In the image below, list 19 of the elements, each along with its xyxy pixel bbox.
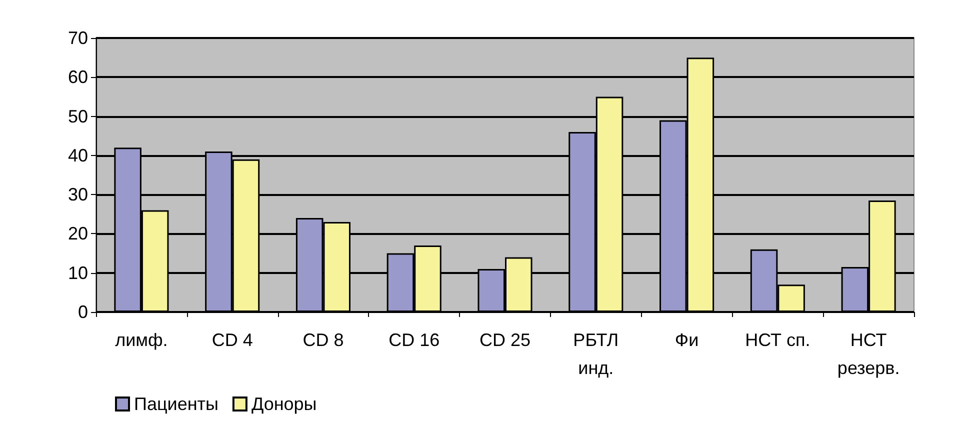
x-tick-label: CD 25 [479, 330, 531, 350]
y-tick-label: 30 [68, 184, 88, 205]
y-tick-label: 60 [68, 67, 88, 88]
y-tick-label: 50 [68, 106, 88, 126]
legend-label: Доноры [251, 394, 317, 414]
x-tick-label: CD 4 [212, 330, 253, 350]
y-tick-label: 20 [68, 224, 88, 244]
x-tick-label: лимф. [115, 330, 168, 350]
legend-label: Пациенты [134, 394, 218, 414]
x-tick-label: РБТЛ инд. [573, 330, 619, 378]
y-tick-label: 10 [68, 262, 88, 283]
x-tick-label: НСТ резерв. [837, 330, 900, 378]
x-tick-label: CD 8 [302, 330, 344, 350]
y-tick-label: 70 [68, 28, 88, 48]
x-tick-label: НСТ сп. [745, 330, 810, 350]
y-tick-label: 0 [78, 302, 88, 322]
x-tick-label: CD 16 [388, 330, 440, 350]
y-tick-label: 40 [68, 145, 88, 166]
x-tick-label: Фи [674, 330, 699, 350]
